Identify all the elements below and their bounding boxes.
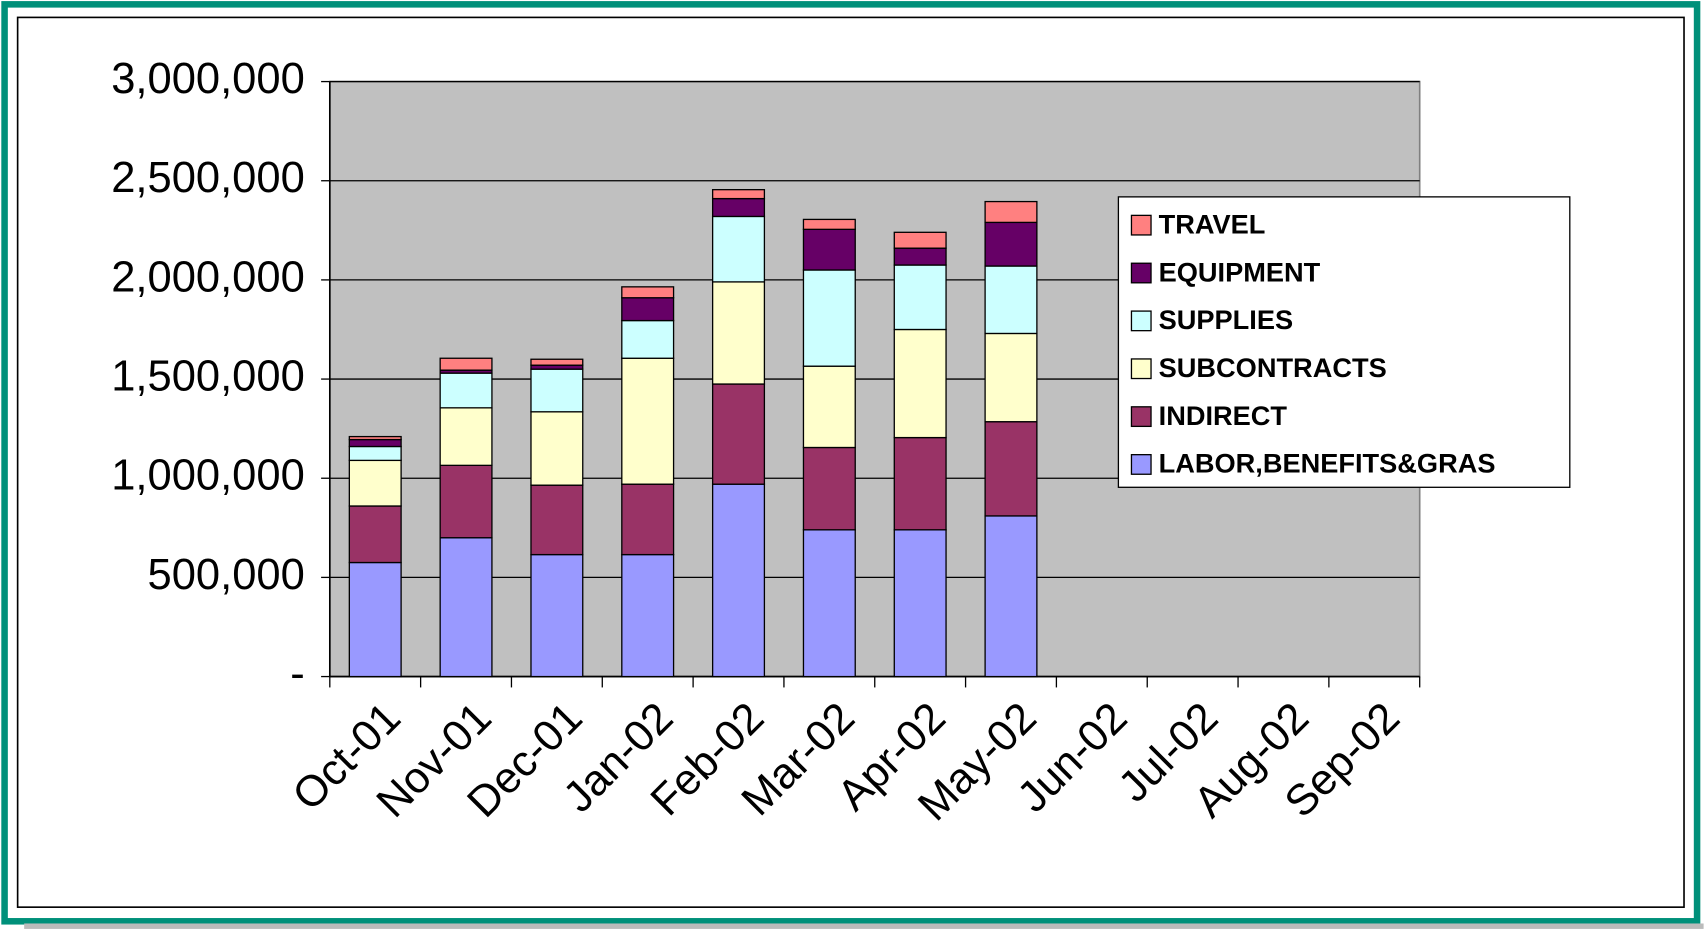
bar-segment xyxy=(711,189,766,200)
bar-segment xyxy=(348,459,402,507)
plot: - 500,000 1,000,000 1,500,000 2,000,000 2,500… xyxy=(111,55,1421,830)
legend: TRAVEL EQUIPMENT SUPPLIES SUBCONTRACTS INDIR… xyxy=(1117,196,1571,488)
legend-swatch xyxy=(1130,454,1152,475)
bar-segment xyxy=(439,357,493,371)
bar-segment xyxy=(984,221,1038,267)
legend-swatch xyxy=(1130,358,1152,380)
y-tick-label: 2,500,000 xyxy=(111,154,305,202)
bar-segment xyxy=(802,228,856,271)
bar-segment xyxy=(711,215,766,283)
bar-segment xyxy=(711,483,766,678)
bar-segment xyxy=(802,218,856,230)
y-tick-label: 1,000,000 xyxy=(111,452,305,500)
bar-segment xyxy=(530,368,584,413)
bar-segment xyxy=(621,286,675,299)
bar-segment xyxy=(348,561,402,678)
bar-segment xyxy=(984,515,1038,678)
bar-segment xyxy=(530,484,584,556)
bar-segment xyxy=(893,231,947,249)
bar-segment xyxy=(802,446,856,531)
legend-swatch xyxy=(1130,262,1152,284)
bar-segment xyxy=(802,365,856,449)
bar-segment xyxy=(711,281,766,385)
bar-segment xyxy=(439,537,493,678)
y-tick-label: 1,500,000 xyxy=(111,353,305,401)
legend-label: INDIRECT xyxy=(1159,400,1288,431)
bar-segment xyxy=(893,529,947,678)
bar-segment xyxy=(621,319,675,359)
bar-segment xyxy=(893,264,947,331)
y-tick-label: 3,000,000 xyxy=(111,55,305,103)
bar-segment xyxy=(893,328,947,439)
bar-segment xyxy=(348,505,402,564)
y-tick-label: 500,000 xyxy=(148,551,305,599)
bar-segment xyxy=(711,383,766,485)
bar-segment xyxy=(893,247,947,266)
bar-segment xyxy=(530,358,584,366)
legend-label: SUPPLIES xyxy=(1159,304,1293,335)
legend-label: TRAVEL xyxy=(1159,208,1266,239)
bar-segment xyxy=(621,553,675,678)
bar-segment xyxy=(711,197,766,218)
bar-segment xyxy=(348,438,402,448)
legend-label: EQUIPMENT xyxy=(1159,256,1321,287)
bar-segment xyxy=(621,357,675,485)
bar-segment xyxy=(621,297,675,322)
bar-segment xyxy=(439,372,493,409)
legend-label: SUBCONTRACTS xyxy=(1159,352,1387,383)
inner-frame xyxy=(16,16,1685,908)
bar-segment xyxy=(348,435,402,441)
legend-swatch xyxy=(1130,214,1152,236)
bar-segment xyxy=(984,200,1038,224)
y-tick-label: - xyxy=(290,650,305,698)
bar-segment xyxy=(621,483,675,556)
bar-segment xyxy=(984,421,1038,517)
bar-segment xyxy=(984,332,1038,423)
bar-segment xyxy=(530,553,584,678)
bar-segment xyxy=(802,269,856,367)
bar-segment xyxy=(439,464,493,539)
bar-segment xyxy=(439,407,493,466)
legend-swatch xyxy=(1130,406,1152,428)
y-tick-label: 2,000,000 xyxy=(111,253,305,301)
legend-swatch xyxy=(1130,310,1152,332)
bar-segment xyxy=(984,265,1038,335)
bar-segment xyxy=(348,445,402,462)
legend-box xyxy=(1117,196,1571,488)
frame-shadow xyxy=(24,923,1704,929)
bar-segment xyxy=(530,411,584,486)
bar-segment xyxy=(893,436,947,531)
legend-label: LABOR,BENEFITS&GRAS xyxy=(1159,448,1496,479)
bar-segment xyxy=(802,529,856,678)
